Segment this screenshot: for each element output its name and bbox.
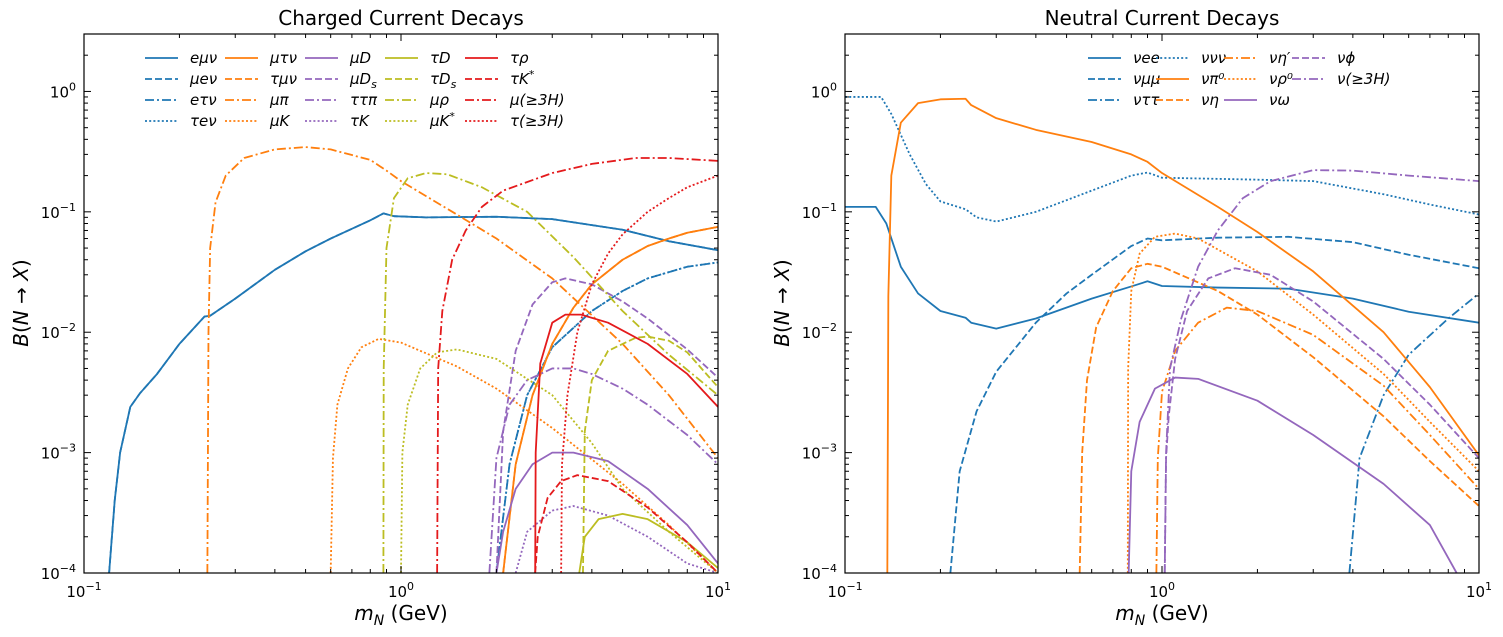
- series-line-3h: [436, 157, 718, 573]
- left-y-axis-label: B(N → X): [9, 259, 33, 347]
- left-panel: Charged Current Decays 10−1 100 10110−410−…: [9, 6, 731, 629]
- right-plot-frame: [844, 33, 1480, 574]
- series-line-x: [382, 172, 718, 573]
- legend-label-d-s: τDs: [430, 70, 457, 91]
- legend-label-k: μK: [269, 112, 291, 130]
- series-line-x: [534, 313, 718, 573]
- y-tick-label: 10−3: [41, 442, 76, 463]
- series-line-3h: [560, 174, 718, 573]
- series-line-x: [1348, 292, 1479, 573]
- series-line-k: [534, 474, 718, 573]
- y-tick-label: 10−2: [802, 321, 837, 342]
- legend-label-ee: νee: [1133, 49, 1160, 67]
- legend-label-e: eτν: [190, 91, 217, 109]
- right-legend: νee νμμ νττ ννν νπ⁰ νη νη′ νρ⁰ νω νϕ ν(≥3H): [1088, 49, 1390, 109]
- series-line-d-s: [495, 277, 718, 573]
- y-tick-label: 10−1: [802, 201, 837, 222]
- right-x-axis-label: mN (GeV): [1115, 601, 1208, 629]
- legend-label-x: νϕ: [1337, 49, 1355, 67]
- x-tick-label: 101: [1466, 580, 1492, 601]
- right-y-axis-label: B(N → X): [770, 259, 794, 347]
- legend-label-e: τeν: [190, 112, 217, 130]
- series-line-e: [495, 261, 718, 573]
- y-tick-label: 10−3: [802, 442, 837, 463]
- legend-label-x: μτν: [269, 49, 297, 67]
- legend-label-x: μπ: [269, 91, 290, 109]
- y-tick-label: 10−2: [41, 321, 76, 342]
- x-tick-label: 10−1: [66, 580, 101, 601]
- series-line-e: [495, 261, 718, 573]
- left-tick-labels: 10−1 100 101 10−4 10−3 10−2 10−1 100: [41, 80, 731, 601]
- legend-label-x: μρ: [429, 91, 450, 109]
- series-line-3h: [1163, 169, 1479, 573]
- legend-label-x: νη′: [1269, 49, 1291, 67]
- legend-label-d-s: μDs: [349, 70, 377, 91]
- series-line-x: [488, 367, 718, 573]
- y-tick-label: 10−4: [41, 562, 76, 583]
- series-line-x: [845, 96, 1479, 223]
- legend-label-k: μK*: [429, 110, 455, 130]
- legend-label-x: νπ⁰: [1201, 70, 1224, 88]
- series-line-x: [949, 235, 1479, 573]
- left-chart-title: Charged Current Decays: [278, 6, 524, 30]
- legend-label-d: μD: [349, 49, 371, 67]
- legend-label-e: μeν: [189, 70, 217, 88]
- legend-label-d: τD: [430, 49, 451, 67]
- series-line-x: [502, 225, 718, 573]
- right-axis-ticks: [844, 33, 1480, 574]
- right-tick-labels: 10−1 100 101 10−4 10−3 10−2 10−1 100: [802, 80, 1492, 601]
- y-tick-label: 100: [811, 80, 837, 101]
- right-panel: Neutral Current Decays 10−1 100 10110−410−…: [770, 6, 1492, 629]
- series-line-d: [495, 451, 718, 573]
- left-legend: eμνμeνeτντeνμτντμνμπμKμDμDsττπτKτDτDsμρμ…: [145, 49, 565, 130]
- right-series-lines: [845, 96, 1479, 573]
- x-tick-label: 100: [1149, 580, 1175, 601]
- legend-label-x: ννν: [1201, 49, 1226, 67]
- series-line-k: [400, 348, 718, 573]
- legend-label-x: νττ: [1133, 91, 1160, 109]
- left-plot-frame: [83, 33, 719, 574]
- series-line-ee: [845, 205, 1479, 330]
- legend-label-x: ττπ: [350, 91, 378, 109]
- y-tick-label: 10−4: [802, 562, 837, 583]
- x-tick-label: 100: [388, 580, 414, 601]
- legend-label-x: νμμ: [1133, 70, 1160, 88]
- series-line-x: [1126, 232, 1479, 573]
- left-axis-ticks: [83, 33, 719, 574]
- series-line-d: [578, 512, 718, 573]
- x-tick-label: 101: [705, 580, 731, 601]
- legend-label-3h: τ(≥3H): [510, 112, 564, 130]
- left-series-lines: [108, 146, 718, 573]
- series-line-x: [1078, 262, 1479, 573]
- legend-label-3h: μ(≥3H): [509, 91, 565, 109]
- legend-label-x: τμν: [270, 70, 297, 88]
- legend-label-x: νη: [1201, 91, 1219, 109]
- series-line-x: [1127, 376, 1458, 573]
- legend-label-3h: ν(≥3H): [1337, 70, 1390, 88]
- y-tick-label: 10−1: [41, 201, 76, 222]
- legend-label-k: τK*: [510, 68, 535, 88]
- series-line-e: [108, 212, 718, 573]
- series-line-k: [329, 338, 718, 573]
- y-tick-label: 100: [50, 80, 76, 101]
- legend-label-x: τρ: [510, 49, 529, 67]
- right-chart-title: Neutral Current Decays: [1045, 6, 1280, 30]
- series-line-k: [514, 505, 718, 573]
- left-x-axis-label: mN (GeV): [354, 601, 447, 629]
- x-tick-label: 10−1: [827, 580, 862, 601]
- legend-label-x: νω: [1269, 91, 1290, 109]
- series-line-e: [108, 212, 718, 573]
- legend-label-e: eμν: [190, 49, 217, 67]
- series-line-x: [1155, 306, 1479, 573]
- series-line-x: [886, 97, 1479, 573]
- legend-label-x: νρ⁰: [1269, 70, 1293, 88]
- series-line-d-s: [582, 335, 718, 573]
- legend-label-k: τK: [350, 112, 370, 130]
- series-line-x: [206, 146, 718, 573]
